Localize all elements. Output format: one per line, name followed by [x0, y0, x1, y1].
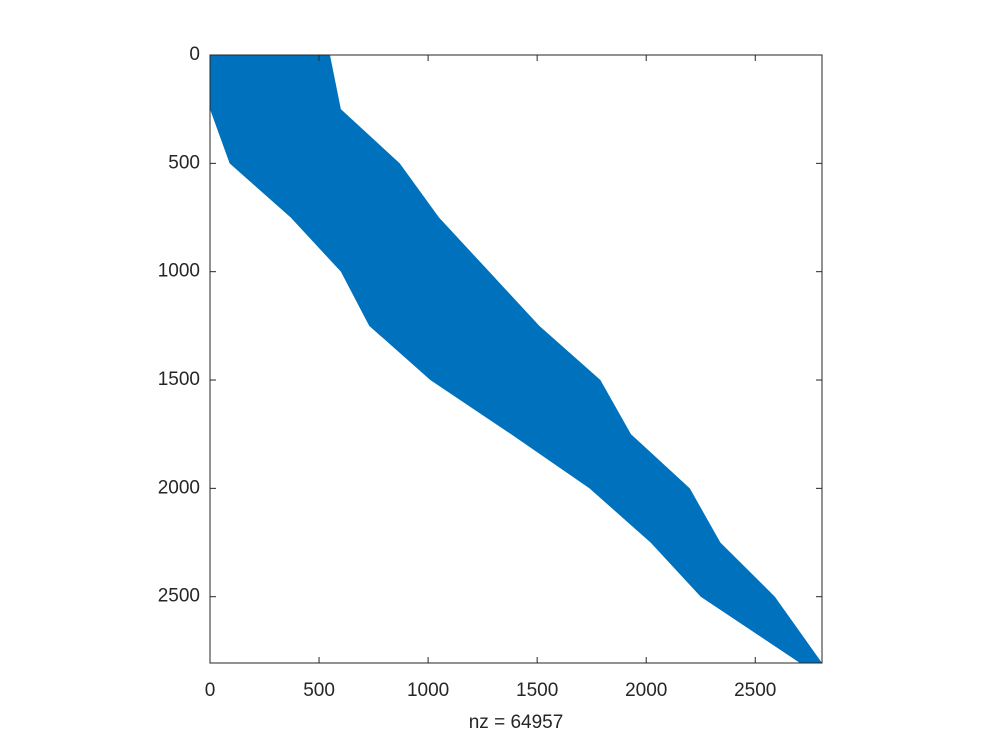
x-axis-label: nz = 64957: [469, 712, 564, 733]
y-tick-label: 2000: [158, 477, 200, 498]
y-tick-label: 500: [168, 152, 200, 173]
x-tick-label: 0: [205, 680, 216, 701]
y-tick-label: 0: [189, 44, 200, 65]
x-tick-label: 2000: [625, 680, 667, 701]
x-tick-label: 2500: [734, 680, 776, 701]
axes-box: [209, 54, 823, 664]
y-tick-label: 1000: [158, 261, 200, 282]
x-tick-label: 1000: [407, 680, 449, 701]
y-tick-label: 1500: [158, 369, 200, 390]
nonzero-band: [210, 55, 822, 663]
x-tick-label: 500: [303, 680, 335, 701]
x-tick-label: 1500: [516, 680, 558, 701]
y-tick-label: 2500: [158, 586, 200, 607]
